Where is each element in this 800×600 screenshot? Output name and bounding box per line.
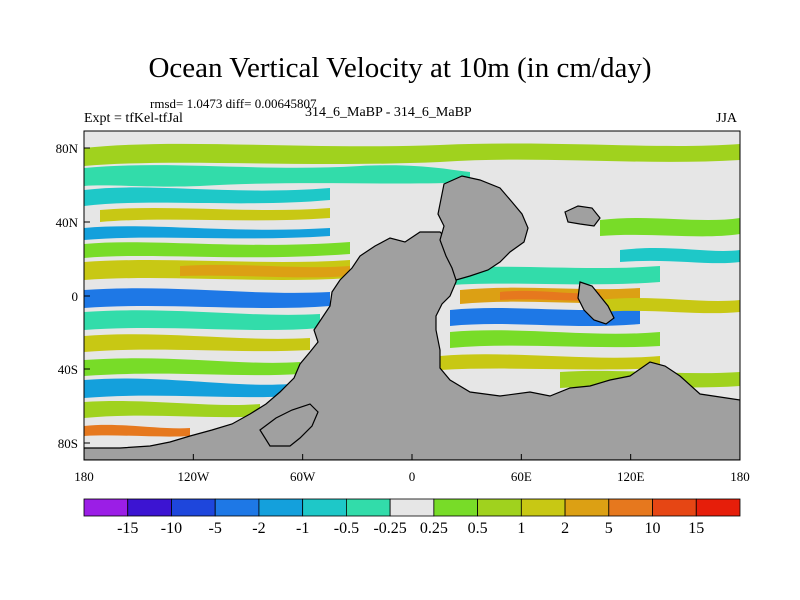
field-band-pacific-green (84, 242, 350, 258)
colorbar-label: 0.5 (468, 520, 488, 537)
colorbar-label: 2 (561, 520, 569, 537)
colorbar-label: 5 (605, 520, 613, 537)
colorbar-label: -10 (161, 520, 182, 537)
field-band-north-yellow (100, 208, 330, 222)
experiment-diff-label: 314_6_MaBP - 314_6_MaBP (305, 105, 472, 120)
field-indian-ocean-green (450, 330, 660, 348)
colorbar-swatch (564, 498, 610, 517)
colorbar-swatch (652, 498, 697, 517)
colorbar-swatch (345, 498, 391, 517)
colorbar-swatch (83, 498, 129, 517)
colorbar-swatch (477, 498, 522, 517)
land-asia-island (564, 205, 601, 227)
field-east-pacific-yellow (600, 298, 740, 314)
colorbar-swatch (389, 498, 435, 517)
colorbar-swatch (258, 498, 304, 517)
x-axis: 180 120W 60W 0 60E 120E 180 (74, 454, 750, 484)
x-tick-label: 60W (290, 469, 316, 484)
y-tick-label: 40S (58, 362, 78, 377)
colorbar: -15 -10 -5 -2 -1 -0.5 -0.25 0.25 0.5 1 2 5 10 15 (83, 498, 741, 537)
colorbar-swatch (302, 498, 347, 517)
field-equatorial-pacific-teal (84, 310, 320, 330)
y-tick-label: 80S (58, 436, 78, 451)
field-indian-ocean-teal (440, 266, 660, 286)
colorbar-swatch (214, 498, 260, 517)
colorbar-swatch (608, 498, 653, 517)
colorbar-label: -1 (296, 520, 309, 537)
experiment-label: Expt = tfKel-tfJal (84, 111, 183, 126)
field-band-arctic-teal (84, 165, 470, 187)
field-southern-ocean-green (84, 401, 260, 418)
field-south-pacific-yellow (84, 334, 310, 352)
x-tick-label: 180 (74, 469, 94, 484)
field-equatorial-pacific-blue (84, 288, 330, 308)
land-australia (577, 281, 615, 325)
colorbar-label: -2 (252, 520, 265, 537)
y-tick-label: 0 (72, 289, 79, 304)
y-tick-label: 80N (56, 141, 79, 156)
colorbar-label: 0.25 (420, 520, 448, 537)
colorbar-swatch (127, 498, 172, 517)
x-tick-label: 120W (177, 469, 210, 484)
field-band-north-pacific (84, 187, 330, 206)
colorbar-swatch (171, 498, 216, 517)
field-south-pacific-blue (84, 378, 290, 398)
colorbar-label: 10 (645, 520, 661, 537)
field-southern-ocean-orange (84, 424, 190, 437)
x-tick-label: 0 (409, 469, 416, 484)
stats-text: rmsd= 1.0473 diff= 0.00645807 (150, 96, 317, 111)
season-label: JJA (716, 111, 738, 126)
colorbar-label: 1 (517, 520, 525, 537)
field-east-pacific-green (600, 218, 740, 237)
land-west-coast (259, 403, 319, 447)
field-band-arctic-green (84, 143, 740, 166)
x-tick-label: 180 (730, 469, 750, 484)
colorbar-label: 15 (688, 520, 704, 537)
field-south-pacific-green (84, 358, 300, 376)
x-tick-label: 120E (617, 469, 645, 484)
colorbar-swatch (433, 498, 479, 517)
field-band-north-blue (84, 226, 330, 240)
field-south-indian-yellow (440, 354, 660, 370)
colorbar-label: -5 (209, 520, 222, 537)
colorbar-label: -0.25 (373, 520, 406, 537)
land-americas (84, 231, 740, 460)
map-field (84, 131, 740, 460)
field-east-pacific-teal (620, 248, 740, 264)
y-tick-label: 40N (56, 215, 79, 230)
field-equatorial-pacific-orange (180, 264, 350, 278)
colorbar-swatch (695, 498, 741, 517)
x-tick-label: 60E (511, 469, 532, 484)
field-indian-ocean-red (500, 290, 600, 301)
land-africa-eurasia (437, 175, 529, 281)
colorbar-swatch (520, 498, 566, 517)
y-axis: 80N 40N 0 40S 80S (56, 141, 90, 451)
colorbar-label: -0.5 (334, 520, 359, 537)
colorbar-label: -15 (117, 520, 138, 537)
chart-title: Ocean Vertical Velocity at 10m (in cm/da… (148, 52, 652, 84)
